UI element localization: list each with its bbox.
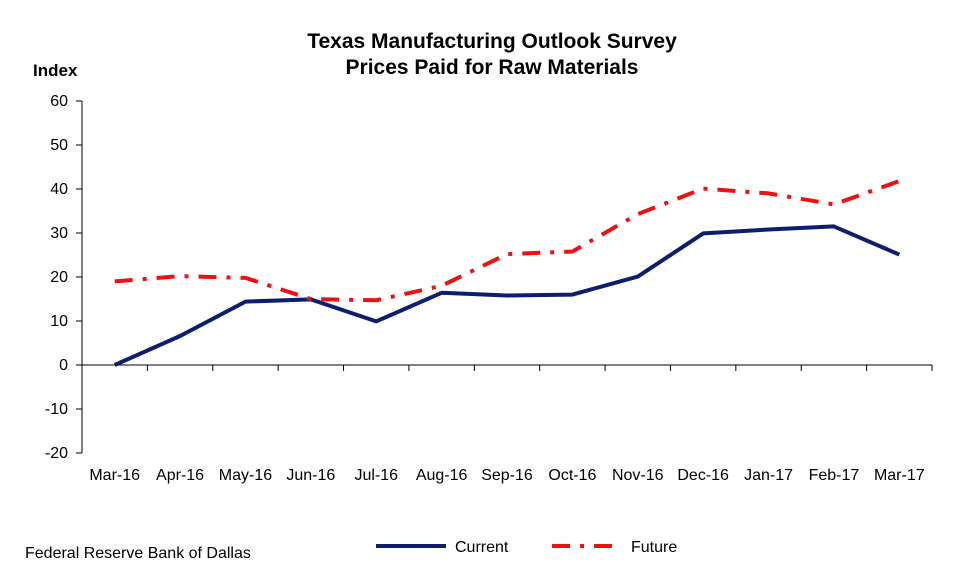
series-line-current (113, 224, 901, 367)
x-tick-label: Mar-16 (89, 467, 140, 484)
legend: Current Future (376, 539, 677, 556)
x-tick-label: Sep-16 (481, 467, 533, 484)
y-tick-label: 40 (50, 181, 68, 198)
y-tick-label: 30 (50, 225, 68, 242)
legend-label-current: Current (455, 539, 509, 556)
y-axis-label: Index (33, 61, 78, 80)
x-tick-label: Oct-16 (548, 467, 596, 484)
y-tick-label: 0 (59, 357, 68, 374)
series-layer (113, 179, 901, 367)
x-tick-label: Feb-17 (809, 467, 860, 484)
x-tick-label: Apr-16 (156, 467, 204, 484)
y-tick-label: 10 (50, 313, 68, 330)
y-tick-label: 50 (50, 137, 68, 154)
x-tick-label: May-16 (219, 467, 272, 484)
series-line-future (114, 179, 900, 303)
x-tick-label: Jun-16 (286, 467, 335, 484)
x-tick-label: Jul-16 (354, 467, 398, 484)
chart-subtitle: Prices Paid for Raw Materials (346, 56, 639, 79)
y-tick-label: -10 (45, 401, 68, 418)
x-tick-label: Dec-16 (677, 467, 729, 484)
y-tick-label: 20 (50, 269, 68, 286)
x-tick-label: Jan-17 (744, 467, 793, 484)
x-tick-label: Aug-16 (416, 467, 468, 484)
x-tick-label: Nov-16 (612, 467, 664, 484)
source-note: Federal Reserve Bank of Dallas (25, 545, 251, 562)
y-tick-label: -20 (45, 445, 68, 462)
y-tick-label: 60 (50, 93, 68, 110)
axes: -20 -10 0 10 20 30 40 50 60 Mar-16 Apr-16 May-16 Jun… (45, 93, 933, 484)
chart-title: Texas Manufacturing Outlook Survey (307, 30, 677, 53)
x-tick-label: Mar-17 (874, 467, 925, 484)
legend-label-future: Future (631, 539, 677, 556)
